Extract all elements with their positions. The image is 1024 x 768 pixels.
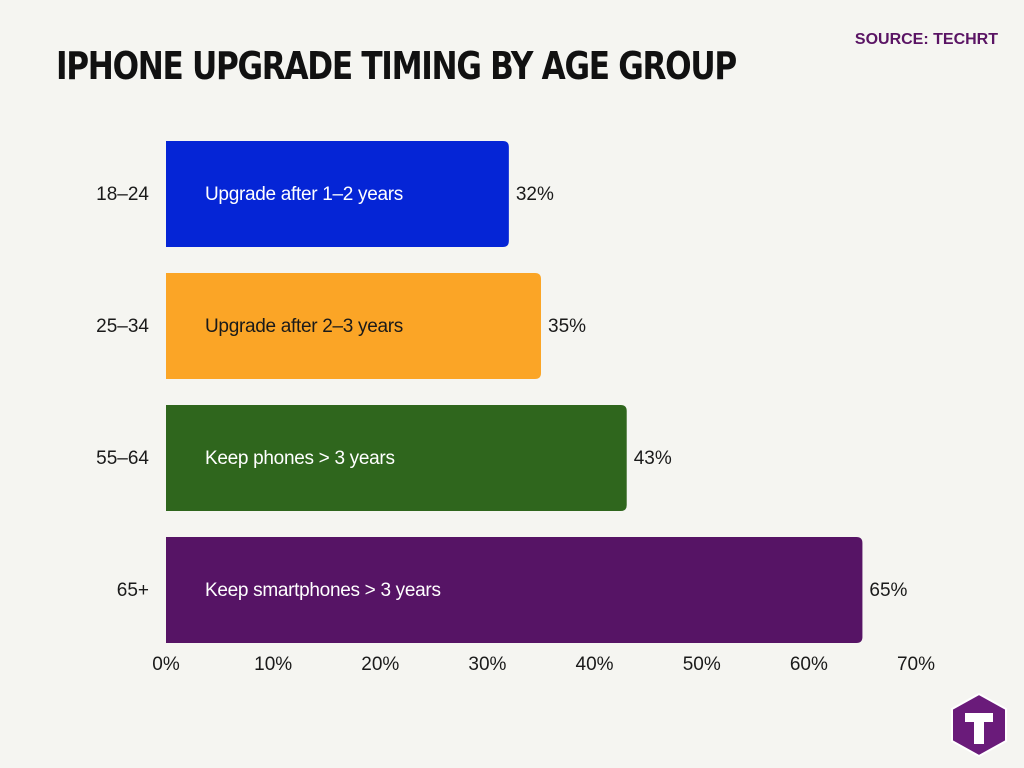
bar (166, 273, 541, 379)
data-label: 35% (548, 316, 586, 337)
chart-title: IPHONE UPGRADE TIMING BY AGE GROUP (56, 44, 737, 88)
x-tick-label: 50% (683, 654, 721, 675)
x-tick-label: 70% (897, 654, 935, 675)
data-label: 65% (869, 580, 907, 601)
techrt-t-logo-icon (951, 692, 1007, 758)
bar (166, 141, 509, 247)
bar-label: Keep smartphones > 3 years (205, 580, 441, 601)
x-tick-label: 0% (152, 654, 180, 675)
x-tick-label: 20% (361, 654, 399, 675)
category-label: 65+ (117, 580, 149, 601)
x-tick-label: 40% (576, 654, 614, 675)
category-label: 55–64 (96, 448, 149, 469)
category-label: 18–24 (96, 184, 149, 205)
category-label: 25–34 (96, 316, 149, 337)
data-label: 32% (516, 184, 554, 205)
x-tick-label: 10% (254, 654, 292, 675)
bar-label: Upgrade after 2–3 years (205, 316, 403, 337)
bar (166, 537, 863, 643)
bar (166, 405, 627, 511)
data-label: 43% (634, 448, 672, 469)
x-tick-label: 30% (468, 654, 506, 675)
bar-label: Keep phones > 3 years (205, 448, 395, 469)
source-label: SOURCE: TECHRT (854, 31, 998, 48)
x-tick-label: 60% (790, 654, 828, 675)
bar-label: Upgrade after 1–2 years (205, 184, 403, 205)
